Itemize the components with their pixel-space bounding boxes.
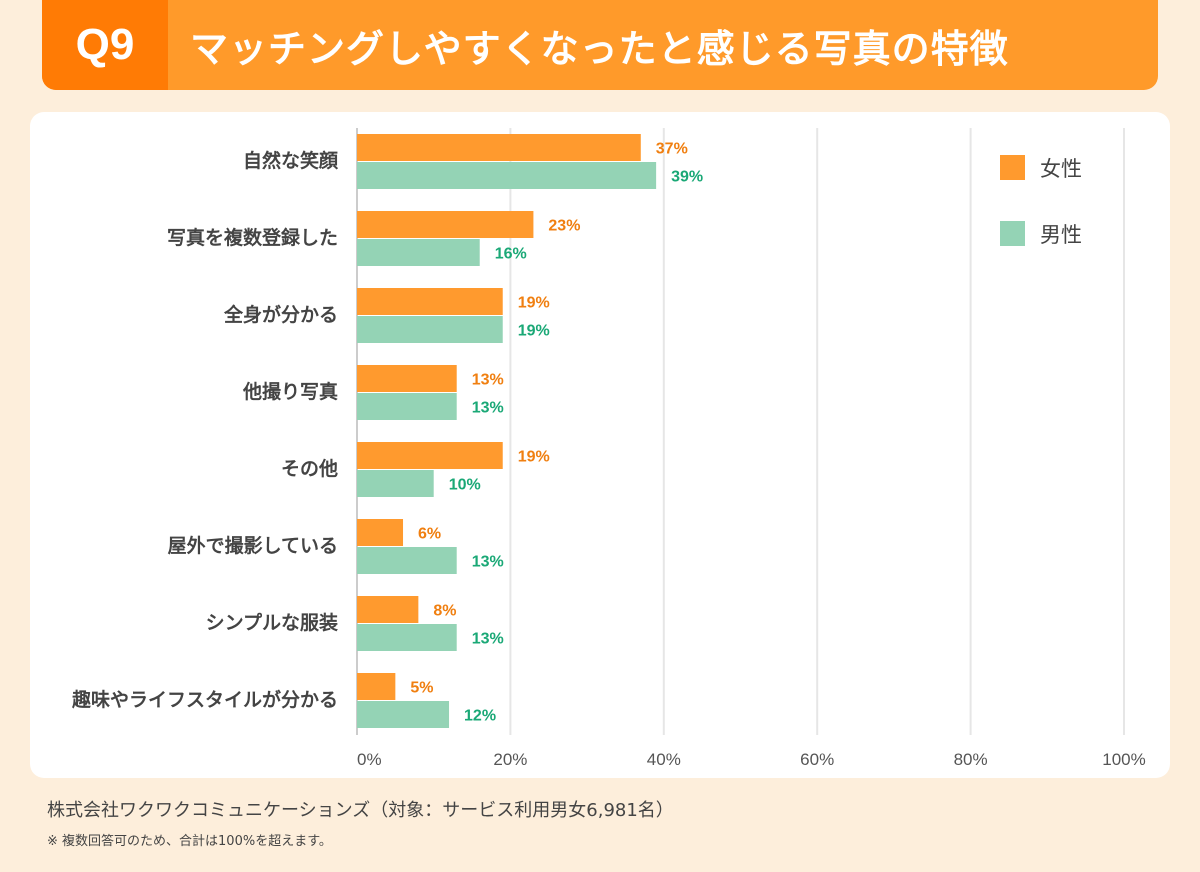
data-label: 23% bbox=[548, 218, 580, 235]
x-tick-label: 20% bbox=[493, 750, 527, 769]
legend-swatch bbox=[1000, 221, 1025, 246]
data-label: 16% bbox=[495, 246, 527, 263]
data-label: 13% bbox=[472, 554, 504, 571]
category-label: 他撮り写真 bbox=[242, 380, 338, 403]
bar-male bbox=[357, 239, 480, 266]
chart-title: マッチングしやすくなったと感じる写真の特徴 bbox=[190, 26, 1009, 71]
x-tick-label: 0% bbox=[357, 750, 382, 769]
bar-female bbox=[357, 442, 503, 469]
x-tick-label: 40% bbox=[647, 750, 681, 769]
x-tick-label: 100% bbox=[1102, 750, 1145, 769]
data-label: 6% bbox=[418, 526, 441, 543]
category-label: その他 bbox=[281, 457, 338, 480]
data-label: 37% bbox=[656, 141, 688, 158]
question-number: Q9 bbox=[42, 0, 168, 90]
bar-female bbox=[357, 519, 404, 546]
bar-male bbox=[357, 624, 457, 651]
category-label: 趣味やライフスタイルが分かる bbox=[71, 688, 338, 711]
bar-male bbox=[357, 316, 503, 343]
category-label: 屋外で撮影している bbox=[168, 534, 338, 557]
bar-female bbox=[357, 288, 503, 315]
category-label: 全身が分かる bbox=[223, 303, 338, 326]
bar-male bbox=[357, 547, 457, 574]
chart-panel bbox=[30, 112, 1170, 778]
bar-male bbox=[357, 470, 434, 497]
footnote: ※ 複数回答可のため、合計は100%を超えます。 bbox=[47, 834, 332, 849]
category-label: 写真を複数登録した bbox=[167, 226, 338, 249]
bar-female bbox=[357, 365, 457, 392]
data-label: 12% bbox=[464, 708, 496, 725]
data-label: 10% bbox=[449, 477, 481, 494]
data-label: 8% bbox=[433, 603, 456, 620]
data-label: 13% bbox=[472, 372, 504, 389]
bar-female bbox=[357, 596, 419, 623]
category-label: 自然な笑顔 bbox=[243, 149, 339, 172]
source-text: 株式会社ワクワクコミュニケーションズ（対象：サービス利用男女6,981名） bbox=[47, 800, 674, 821]
category-label: シンプルな服装 bbox=[206, 611, 338, 634]
legend-label: 女性 bbox=[1040, 157, 1082, 181]
bar-male bbox=[357, 162, 657, 189]
bar-male bbox=[357, 393, 457, 420]
x-tick-label: 60% bbox=[800, 750, 834, 769]
x-tick-label: 80% bbox=[954, 750, 988, 769]
bar-female bbox=[357, 673, 396, 700]
data-label: 39% bbox=[671, 169, 703, 186]
bar-female bbox=[357, 134, 641, 161]
bar-male bbox=[357, 701, 450, 728]
data-label: 19% bbox=[518, 449, 550, 466]
data-label: 13% bbox=[472, 400, 504, 417]
data-label: 5% bbox=[410, 680, 433, 697]
legend-swatch bbox=[1000, 155, 1025, 180]
data-label: 13% bbox=[472, 631, 504, 648]
header-banner: Q9 マッチングしやすくなったと感じる写真の特徴 bbox=[42, 0, 1158, 90]
bar-female bbox=[357, 211, 534, 238]
data-label: 19% bbox=[518, 323, 550, 340]
legend-label: 男性 bbox=[1040, 223, 1082, 247]
data-label: 19% bbox=[518, 295, 550, 312]
